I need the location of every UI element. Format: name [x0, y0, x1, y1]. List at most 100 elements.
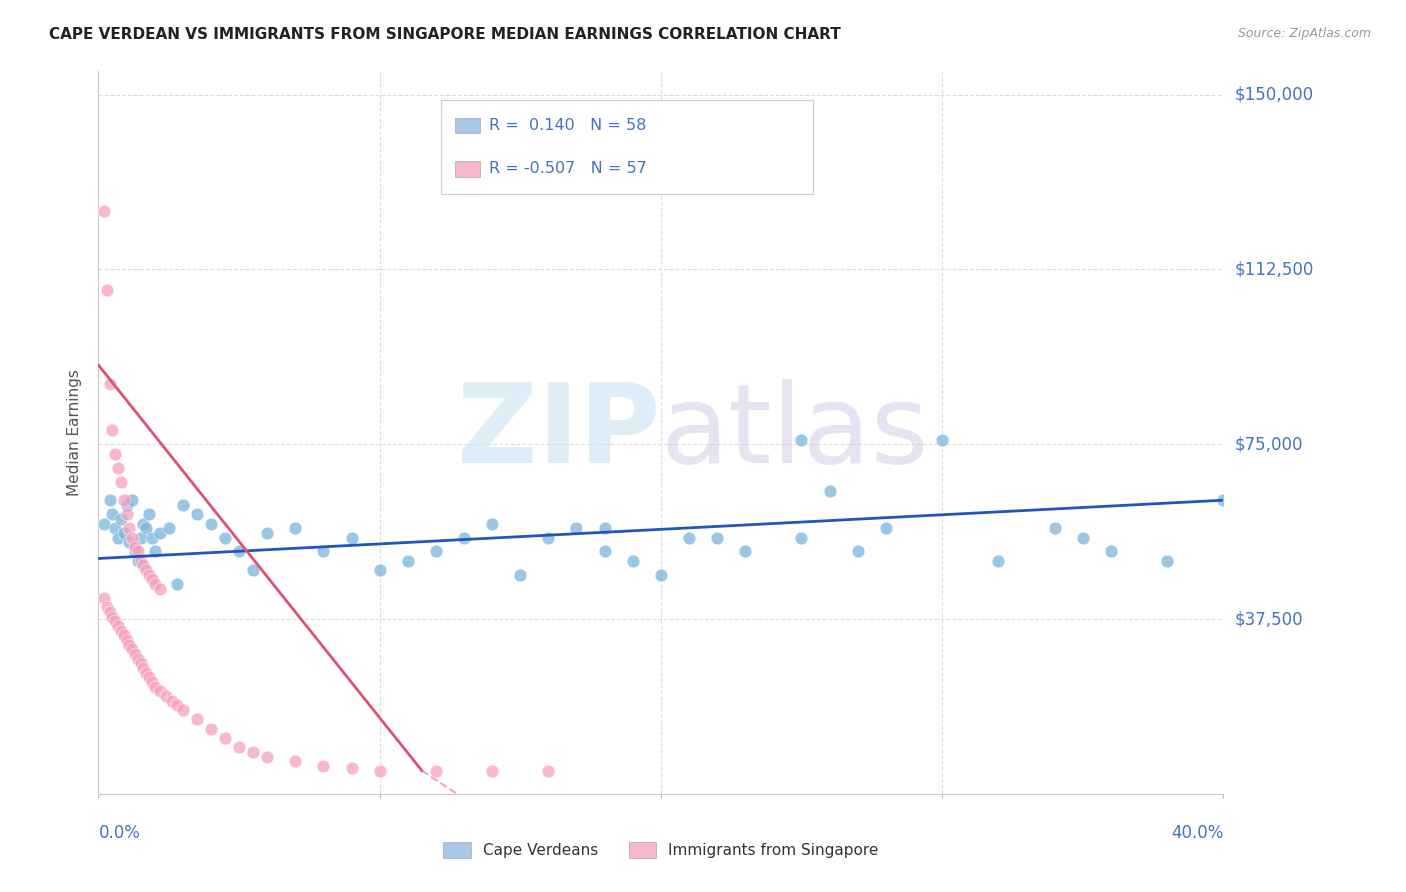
- Point: [127, 554, 149, 568]
- Point: [425, 544, 447, 558]
- Point: [706, 531, 728, 545]
- Point: [115, 498, 138, 512]
- Point: [143, 544, 166, 558]
- Point: [931, 433, 953, 447]
- FancyBboxPatch shape: [456, 161, 479, 177]
- Point: [734, 544, 756, 558]
- Point: [112, 525, 135, 540]
- Text: 40.0%: 40.0%: [1171, 824, 1223, 842]
- Point: [157, 521, 180, 535]
- Point: [1099, 544, 1122, 558]
- Point: [101, 423, 124, 437]
- FancyBboxPatch shape: [441, 100, 813, 194]
- Point: [200, 722, 222, 736]
- Point: [790, 433, 813, 447]
- Point: [537, 531, 560, 545]
- Point: [256, 525, 278, 540]
- Point: [112, 628, 135, 642]
- Point: [593, 544, 616, 558]
- Legend: Cape Verdeans, Immigrants from Singapore: Cape Verdeans, Immigrants from Singapore: [436, 834, 886, 866]
- Point: [186, 507, 208, 521]
- Point: [141, 573, 163, 587]
- Point: [107, 531, 129, 545]
- Point: [141, 531, 163, 545]
- Point: [93, 204, 115, 219]
- Point: [110, 475, 132, 489]
- Point: [93, 591, 115, 606]
- Point: [118, 535, 141, 549]
- Point: [118, 638, 141, 652]
- Point: [149, 684, 172, 698]
- Point: [115, 633, 138, 648]
- Point: [340, 531, 363, 545]
- Point: [1212, 493, 1234, 508]
- Point: [284, 754, 307, 768]
- Point: [98, 493, 121, 508]
- Point: [537, 764, 560, 778]
- Point: [110, 624, 132, 638]
- Point: [368, 764, 391, 778]
- Point: [160, 693, 183, 707]
- Point: [242, 745, 264, 759]
- Point: [132, 558, 155, 573]
- Point: [138, 507, 160, 521]
- Point: [481, 764, 503, 778]
- Point: [1043, 521, 1066, 535]
- Point: [101, 609, 124, 624]
- Point: [621, 554, 644, 568]
- Point: [565, 521, 588, 535]
- Point: [149, 582, 172, 596]
- Point: [127, 651, 149, 665]
- Point: [143, 577, 166, 591]
- Point: [104, 615, 127, 629]
- Point: [228, 740, 250, 755]
- FancyBboxPatch shape: [456, 118, 479, 134]
- Point: [312, 544, 335, 558]
- Point: [214, 531, 236, 545]
- Point: [121, 642, 143, 657]
- Text: $75,000: $75,000: [1234, 435, 1303, 453]
- Point: [396, 554, 419, 568]
- Point: [138, 670, 160, 684]
- Point: [104, 521, 127, 535]
- Point: [149, 525, 172, 540]
- Text: R = -0.507   N = 57: R = -0.507 N = 57: [489, 161, 647, 177]
- Point: [135, 665, 157, 680]
- Point: [96, 600, 118, 615]
- Point: [98, 605, 121, 619]
- Point: [186, 712, 208, 726]
- Point: [200, 516, 222, 531]
- Point: [121, 493, 143, 508]
- Text: R =  0.140   N = 58: R = 0.140 N = 58: [489, 118, 647, 133]
- Text: atlas: atlas: [661, 379, 929, 486]
- Point: [129, 531, 152, 545]
- Point: [166, 698, 188, 713]
- Point: [368, 563, 391, 577]
- Point: [135, 563, 157, 577]
- Point: [425, 764, 447, 778]
- Point: [650, 567, 672, 582]
- Point: [124, 540, 146, 554]
- Point: [678, 531, 700, 545]
- Point: [846, 544, 869, 558]
- Point: [115, 507, 138, 521]
- Point: [118, 521, 141, 535]
- Point: [129, 657, 152, 671]
- Point: [98, 376, 121, 391]
- Point: [127, 544, 149, 558]
- Point: [312, 759, 335, 773]
- Y-axis label: Median Earnings: Median Earnings: [67, 369, 83, 496]
- Point: [987, 554, 1010, 568]
- Point: [166, 577, 188, 591]
- Point: [256, 749, 278, 764]
- Point: [107, 460, 129, 475]
- Point: [340, 761, 363, 775]
- Point: [172, 498, 194, 512]
- Point: [790, 531, 813, 545]
- Point: [93, 516, 115, 531]
- Point: [155, 689, 177, 703]
- Point: [129, 554, 152, 568]
- Text: $150,000: $150,000: [1234, 86, 1313, 103]
- Point: [138, 567, 160, 582]
- Text: 0.0%: 0.0%: [98, 824, 141, 842]
